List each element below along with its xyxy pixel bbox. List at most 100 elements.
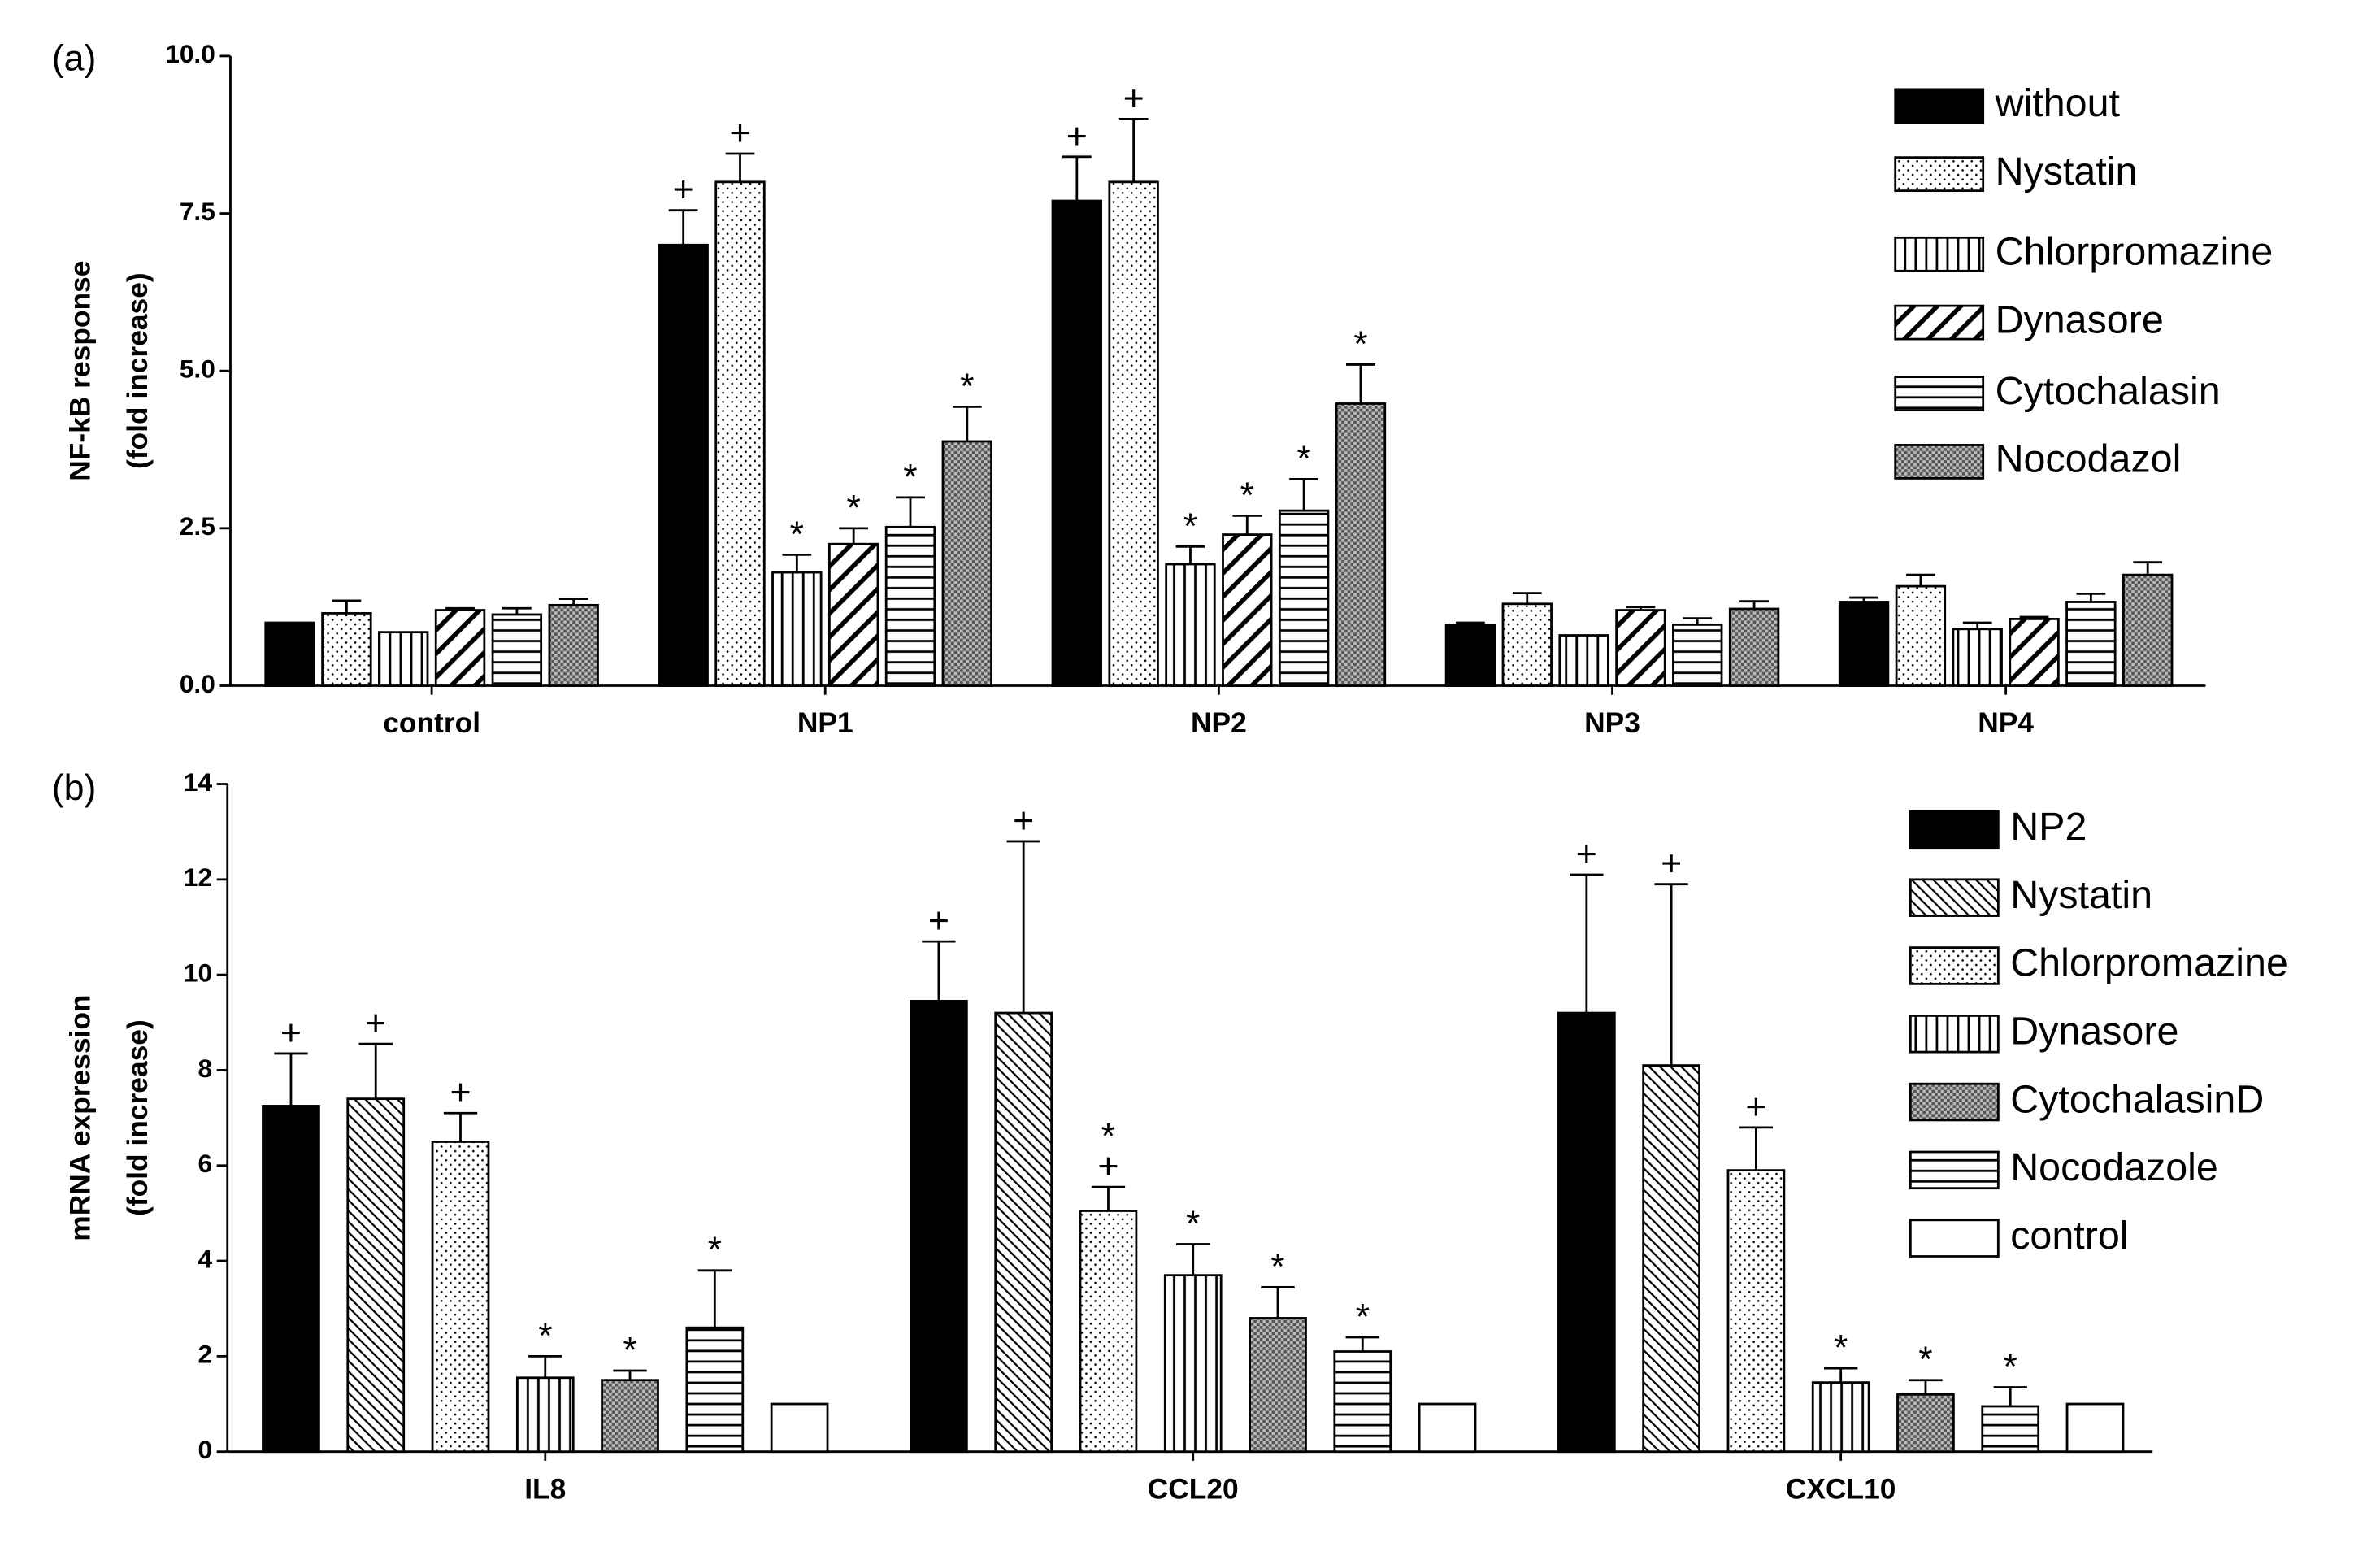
bar: [1895, 584, 1947, 687]
legend-label: Cytochalasin: [1996, 369, 2221, 413]
bar: [1501, 602, 1553, 687]
bar: [1896, 1393, 1955, 1454]
y-tick-label: 10: [184, 958, 212, 988]
x-tick-label: NP3: [1584, 707, 1640, 739]
significance-marker: *: [790, 515, 804, 554]
x-tick-label: CXCL10: [1786, 1473, 1896, 1505]
legend-label: Dynasore: [1996, 298, 2164, 341]
bar: [1079, 1210, 1138, 1454]
bar: [1838, 601, 1890, 687]
bar: [548, 603, 599, 687]
panel-label: (b): [52, 768, 97, 808]
significance-marker: *: [2004, 1347, 2017, 1387]
bar: [1444, 623, 1496, 687]
x-tick-label: control: [383, 707, 480, 739]
y-tick-label: 0: [198, 1435, 213, 1464]
significance-marker: +: [928, 902, 949, 941]
legend-swatch: [1894, 236, 1985, 272]
y-tick-label: 4: [198, 1244, 213, 1273]
legend-label: Chlorpromazine: [2010, 941, 2288, 985]
legend-label: Nystatin: [1996, 150, 2138, 193]
bar: [431, 1141, 490, 1454]
bar: [658, 243, 709, 687]
y-tick-label: 6: [198, 1149, 213, 1178]
legend-label: control: [2010, 1214, 2128, 1258]
bar: [515, 1376, 575, 1454]
bar: [2065, 1402, 2125, 1454]
significance-marker: +: [1013, 801, 1034, 841]
significance-marker: *: [1834, 1328, 1848, 1367]
bar: [1163, 1274, 1223, 1454]
bar: [1672, 623, 1723, 687]
significance-marker: *: [1356, 1297, 1370, 1336]
bar: [1278, 509, 1330, 687]
y-tick-label: 12: [184, 863, 212, 892]
significance-marker: *: [846, 488, 860, 528]
significance-marker: *: [1240, 476, 1254, 515]
legend-swatch: [1894, 376, 1985, 412]
significance-marker: +: [365, 1004, 386, 1044]
significance-marker: *: [623, 1330, 636, 1370]
y-axis-title: NF-kB response: [64, 261, 96, 481]
legend-swatch: [1909, 946, 2000, 985]
bar: [1165, 563, 1216, 687]
significance-marker: +: [1066, 116, 1088, 156]
x-tick-label: NP4: [1978, 707, 2034, 739]
bar: [884, 525, 936, 687]
significance-marker: *: [538, 1316, 552, 1356]
bar: [601, 1379, 659, 1454]
legend-swatch: [1894, 444, 1985, 480]
legend-swatch: [1909, 878, 2000, 917]
legend-label: Dynasore: [2010, 1010, 2178, 1054]
y-tick-label: 5.0: [180, 354, 215, 384]
bar: [1335, 402, 1387, 687]
y-tick-label: 2: [198, 1340, 213, 1369]
significance-marker: *: [1183, 506, 1197, 546]
panel-label: (a): [52, 38, 97, 78]
y-axis-title: (fold increase): [122, 1019, 154, 1216]
legend-swatch: [1909, 1150, 2000, 1190]
bar: [827, 542, 879, 687]
bar: [1333, 1350, 1392, 1454]
legend-swatch: [1894, 304, 1985, 341]
significance-marker: +: [450, 1073, 471, 1113]
legend-swatch: [1909, 1015, 2000, 1054]
x-tick-label: IL8: [524, 1473, 566, 1505]
bar: [491, 613, 543, 687]
bar: [378, 631, 429, 687]
bar: [714, 180, 766, 687]
significance-marker: +: [1097, 1147, 1118, 1187]
bar: [1728, 607, 1780, 687]
y-tick-label: 14: [184, 767, 213, 797]
significance-marker: +: [1745, 1087, 1766, 1127]
y-tick-label: 2.5: [180, 511, 215, 541]
bar: [771, 571, 823, 687]
bar: [941, 440, 993, 687]
significance-marker: *: [1186, 1204, 1200, 1244]
x-tick-label: CCL20: [1148, 1473, 1239, 1505]
bar: [1642, 1064, 1700, 1454]
legend-swatch: [1909, 1219, 2000, 1258]
y-tick-label: 10.0: [165, 39, 215, 68]
bar: [1418, 1402, 1477, 1454]
y-axis-title: (fold increase): [122, 272, 154, 469]
y-axis-title: mRNA expression: [64, 994, 96, 1241]
legend-label: NP2: [2010, 805, 2087, 849]
significance-marker: *: [1353, 324, 1367, 364]
bar: [2122, 573, 2174, 687]
significance-marker: *: [1918, 1340, 1932, 1380]
bar: [264, 621, 315, 687]
significance-marker: +: [1661, 844, 1682, 884]
bar: [1615, 609, 1666, 687]
significance-marker: *: [903, 457, 917, 497]
bar: [1811, 1381, 1870, 1454]
bar: [1051, 199, 1103, 687]
significance-marker: *: [960, 367, 974, 406]
legend-swatch: [1894, 88, 1985, 124]
bar: [1558, 634, 1609, 687]
bar: [994, 1011, 1053, 1454]
bar: [1557, 1011, 1616, 1454]
bar: [434, 609, 486, 687]
significance-marker: *: [1296, 439, 1310, 479]
bar: [770, 1402, 829, 1454]
